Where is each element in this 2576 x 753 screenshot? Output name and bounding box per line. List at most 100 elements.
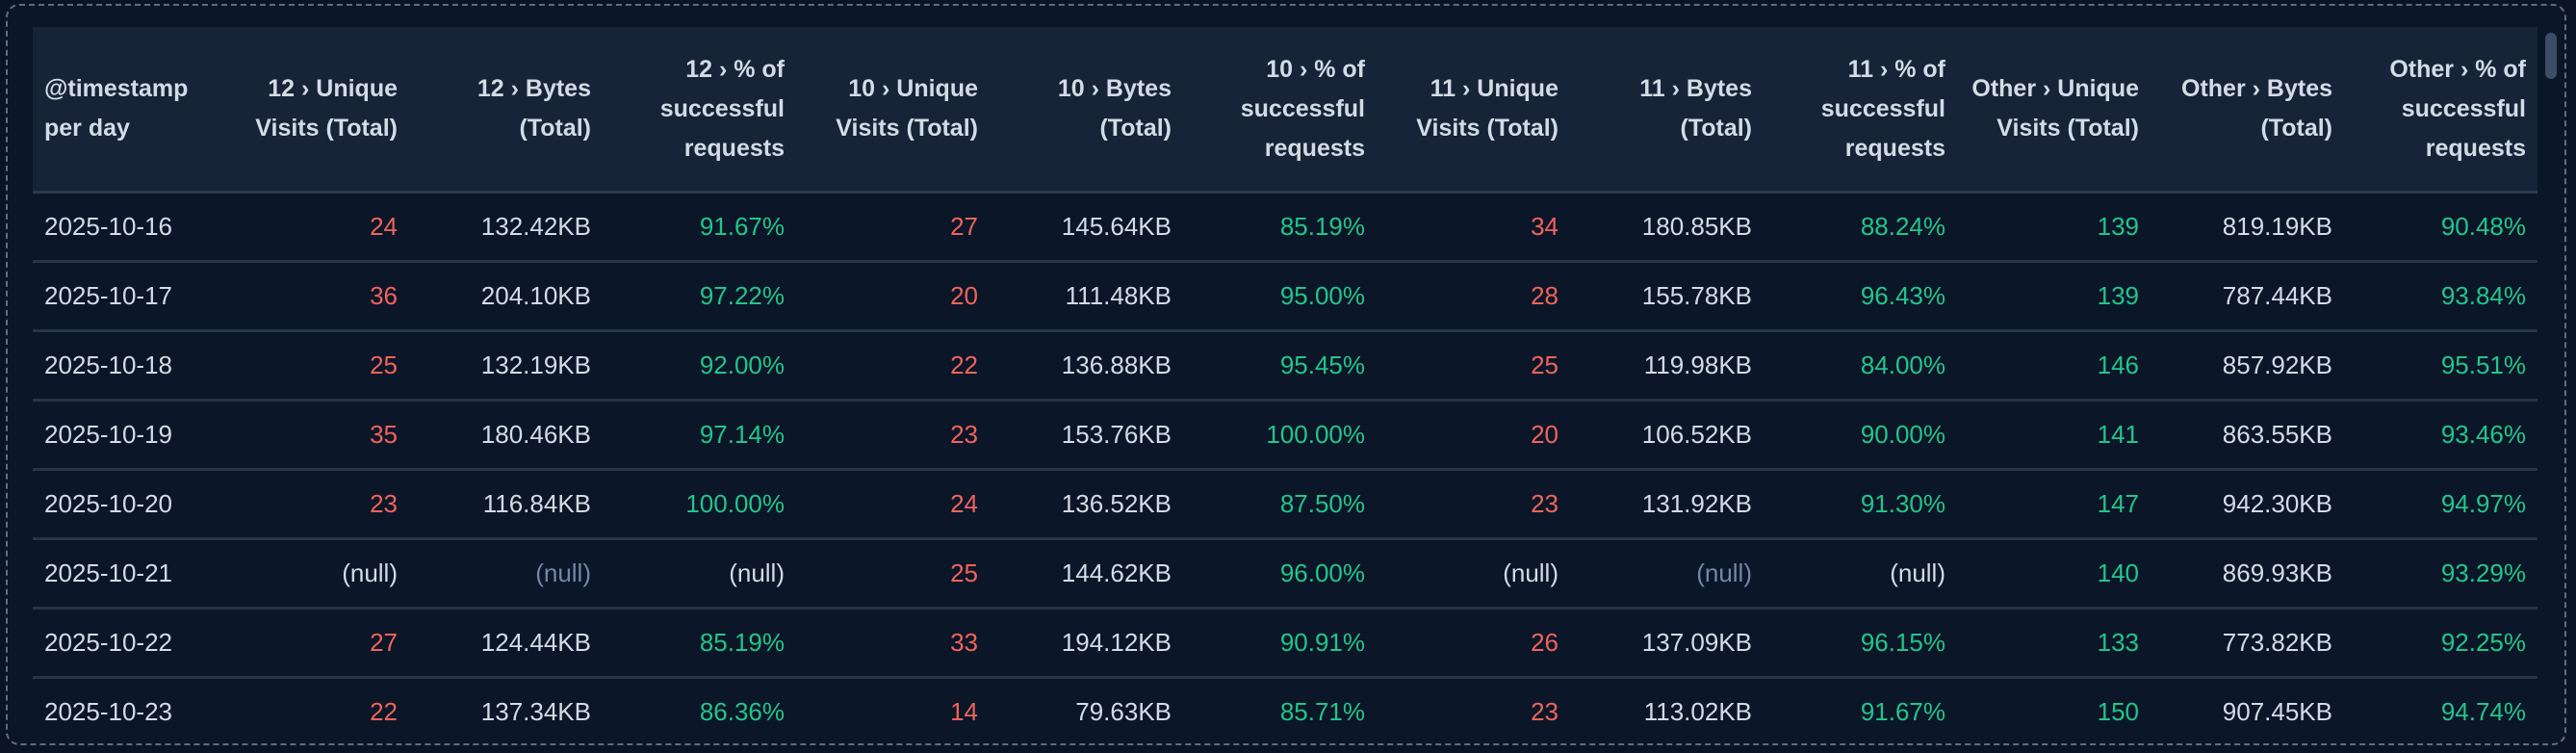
date-cell: 2025-10-16 (33, 192, 216, 263)
table-cell: 141 (1957, 400, 2151, 471)
table-row: 2025-10-16 24 132.42KB 91.67% 27 145.64KB 85.1… (33, 192, 2537, 263)
table-cell: 111.48KB (990, 261, 1183, 332)
table-cell: (null) (1377, 538, 1570, 610)
table-cell: 20 (796, 261, 990, 332)
table-cell: 136.88KB (990, 330, 1183, 402)
table-cell: 155.78KB (1570, 261, 1764, 332)
date-cell: 2025-10-22 (33, 608, 216, 679)
table-cell: 91.67% (603, 192, 796, 263)
table-cell: 85.19% (603, 608, 796, 679)
table-cell: 146 (1957, 330, 2151, 402)
vertical-scrollbar[interactable] (2545, 33, 2557, 79)
table-cell: 124.44KB (409, 608, 603, 679)
table-cell: 22 (216, 677, 409, 738)
column-header[interactable]: 12 › Unique Visits (Total) (216, 27, 409, 194)
table-cell: 194.12KB (990, 608, 1183, 679)
table-cell: 24 (796, 469, 990, 540)
column-header[interactable]: 11 › Bytes (Total) (1570, 27, 1764, 194)
table-cell: 27 (216, 608, 409, 679)
table-cell: 92.00% (603, 330, 796, 402)
table-cell: 907.45KB (2151, 677, 2344, 738)
table-cell: 132.19KB (409, 330, 603, 402)
table-panel: @timestamp per day 12 › Unique Visits (To… (6, 4, 2566, 745)
date-cell: 2025-10-18 (33, 330, 216, 402)
date-cell: 2025-10-17 (33, 261, 216, 332)
date-cell: 2025-10-20 (33, 469, 216, 540)
table-cell: 100.00% (603, 469, 796, 540)
table-cell: 93.84% (2344, 261, 2537, 332)
table-cell: 88.24% (1764, 192, 1957, 263)
table-cell: 144.62KB (990, 538, 1183, 610)
column-header[interactable]: Other › Bytes (Total) (2151, 27, 2344, 194)
table-cell: (null) (1764, 538, 1957, 610)
table-cell: 180.85KB (1570, 192, 1764, 263)
table-cell: 93.29% (2344, 538, 2537, 610)
table-cell: 96.43% (1764, 261, 1957, 332)
table-cell: 23 (1377, 469, 1570, 540)
table-cell: 85.71% (1183, 677, 1377, 738)
table-cell: 91.30% (1764, 469, 1957, 540)
table-row: 2025-10-20 23 116.84KB 100.00% 24 136.52KB 87.… (33, 469, 2537, 540)
table-cell: 150 (1957, 677, 2151, 738)
table-cell: (null) (603, 538, 796, 610)
date-cell: 2025-10-19 (33, 400, 216, 471)
table-cell: (null) (1570, 538, 1764, 610)
column-header[interactable]: 11 › Unique Visits (Total) (1377, 27, 1570, 194)
column-header[interactable]: 10 › Unique Visits (Total) (796, 27, 990, 194)
column-header[interactable]: 10 › Bytes (Total) (990, 27, 1183, 194)
table-cell: (null) (216, 538, 409, 610)
table-cell: 119.98KB (1570, 330, 1764, 402)
table-cell: 23 (796, 400, 990, 471)
table-cell: 113.02KB (1570, 677, 1764, 738)
table-cell: 33 (796, 608, 990, 679)
table-row: 2025-10-19 35 180.46KB 97.14% 23 153.76KB 100.… (33, 400, 2537, 471)
table-row: 2025-10-22 27 124.44KB 85.19% 33 194.12KB 90.9… (33, 608, 2537, 679)
table-cell: 87.50% (1183, 469, 1377, 540)
table-cell: 139 (1957, 261, 2151, 332)
table-cell: 95.00% (1183, 261, 1377, 332)
table-cell: 90.91% (1183, 608, 1377, 679)
column-header[interactable]: 12 › Bytes (Total) (409, 27, 603, 194)
table-cell: 94.97% (2344, 469, 2537, 540)
table-row: 2025-10-17 36 204.10KB 97.22% 20 111.48KB 95.0… (33, 261, 2537, 332)
table-cell: 863.55KB (2151, 400, 2344, 471)
table-cell: 28 (1377, 261, 1570, 332)
table-cell: 26 (1377, 608, 1570, 679)
table-cell: 116.84KB (409, 469, 603, 540)
column-header[interactable]: 12 › % of successful requests (603, 27, 796, 194)
column-header[interactable]: Other › % of successful requests (2344, 27, 2537, 194)
date-cell: 2025-10-21 (33, 538, 216, 610)
table-cell: 132.42KB (409, 192, 603, 263)
column-header[interactable]: 10 › % of successful requests (1183, 27, 1377, 194)
table-cell: 36 (216, 261, 409, 332)
table-cell: 93.46% (2344, 400, 2537, 471)
table-row: 2025-10-21 (null) (null) (null) 25 144.62KB 96… (33, 538, 2537, 610)
table-cell: 773.82KB (2151, 608, 2344, 679)
table-cell: 147 (1957, 469, 2151, 540)
table-cell: 23 (1377, 677, 1570, 738)
table-cell: 942.30KB (2151, 469, 2344, 540)
table-cell: 92.25% (2344, 608, 2537, 679)
table-cell: 137.34KB (409, 677, 603, 738)
table-cell: 96.15% (1764, 608, 1957, 679)
table-cell: 90.48% (2344, 192, 2537, 263)
table-cell: 204.10KB (409, 261, 603, 332)
table-cell: 23 (216, 469, 409, 540)
table-cell: 86.36% (603, 677, 796, 738)
date-cell: 2025-10-23 (33, 677, 216, 738)
table-cell: 106.52KB (1570, 400, 1764, 471)
table-cell: 787.44KB (2151, 261, 2344, 332)
table-cell: 90.00% (1764, 400, 1957, 471)
table-cell: 79.63KB (990, 677, 1183, 738)
column-header[interactable]: 11 › % of successful requests (1764, 27, 1957, 194)
column-header[interactable]: @timestamp per day (33, 27, 216, 194)
column-header[interactable]: Other › Unique Visits (Total) (1957, 27, 2151, 194)
table-cell: 14 (796, 677, 990, 738)
table-cell: 20 (1377, 400, 1570, 471)
table-cell: 133 (1957, 608, 2151, 679)
table-cell: 97.22% (603, 261, 796, 332)
table-cell: 25 (216, 330, 409, 402)
table-cell: 91.67% (1764, 677, 1957, 738)
table-cell: 869.93KB (2151, 538, 2344, 610)
table-cell: 819.19KB (2151, 192, 2344, 263)
